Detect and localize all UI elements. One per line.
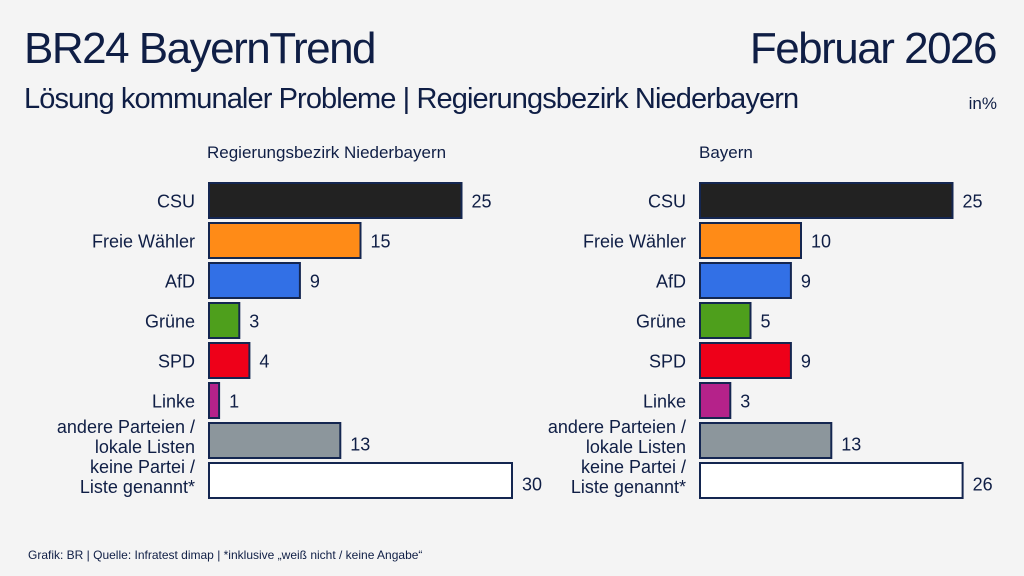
- unit-label: in%: [968, 94, 997, 113]
- source-footer: Grafik: BR | Quelle: Infratest dimap | *…: [28, 548, 423, 562]
- value-label: 25: [963, 192, 983, 212]
- value-label: 4: [259, 352, 269, 372]
- value-label: 3: [740, 392, 750, 412]
- value-label: 5: [761, 312, 771, 332]
- value-label: 9: [310, 272, 320, 292]
- category-label: SPD: [158, 352, 195, 372]
- category-label: keine Partei /: [581, 457, 686, 477]
- category-label: SPD: [649, 352, 686, 372]
- category-label: lokale Listen: [586, 437, 686, 457]
- bar: [208, 302, 241, 339]
- page-subtitle: Lösung kommunaler Probleme | Regierungsb…: [24, 83, 799, 115]
- bar: [699, 462, 964, 499]
- category-label: Freie Wähler: [92, 232, 195, 252]
- bar: [699, 422, 833, 459]
- category-label: keine Partei /: [90, 457, 195, 477]
- page-title: BR24 BayernTrend: [24, 24, 377, 73]
- category-label: CSU: [648, 192, 686, 212]
- value-label: 30: [522, 475, 542, 495]
- bar: [208, 382, 221, 419]
- value-label: 3: [249, 312, 259, 332]
- bar: [208, 342, 251, 379]
- category-label: AfD: [165, 272, 195, 292]
- panel-title: Bayern: [699, 143, 753, 162]
- category-label: Liste genannt*: [571, 477, 686, 497]
- value-label: 13: [350, 435, 370, 455]
- category-label: Liste genannt*: [80, 477, 195, 497]
- survey-date: Februar 2026: [749, 24, 998, 73]
- category-label: Grüne: [145, 312, 195, 332]
- bar: [208, 222, 362, 259]
- bar: [699, 302, 752, 339]
- value-label: 9: [801, 272, 811, 292]
- value-label: 15: [371, 232, 391, 252]
- bar: [208, 422, 342, 459]
- bar: [699, 182, 954, 219]
- bar: [699, 382, 732, 419]
- category-label: Linke: [152, 392, 195, 412]
- category-label: andere Parteien /: [548, 417, 686, 437]
- category-label: Freie Wähler: [583, 232, 686, 252]
- bar: [699, 222, 802, 259]
- category-label: AfD: [656, 272, 686, 292]
- value-label: 10: [811, 232, 831, 252]
- panel-title: Regierungsbezirk Niederbayern: [207, 143, 446, 162]
- category-label: lokale Listen: [95, 437, 195, 457]
- bar: [208, 462, 513, 499]
- category-label: CSU: [157, 192, 195, 212]
- value-label: 26: [973, 475, 993, 495]
- bar: [208, 262, 301, 299]
- value-label: 1: [229, 392, 239, 412]
- value-label: 9: [801, 352, 811, 372]
- bar: [699, 342, 792, 379]
- category-label: Linke: [643, 392, 686, 412]
- bar: [699, 262, 792, 299]
- value-label: 13: [841, 435, 861, 455]
- category-label: andere Parteien /: [57, 417, 195, 437]
- value-label: 25: [472, 192, 492, 212]
- bar: [208, 182, 463, 219]
- category-label: Grüne: [636, 312, 686, 332]
